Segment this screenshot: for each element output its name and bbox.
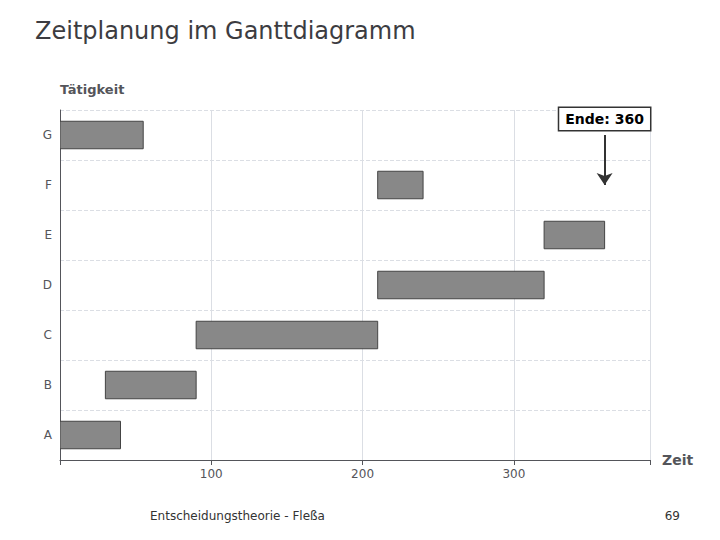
svg-text:100: 100 <box>200 467 223 481</box>
svg-text:G: G <box>43 128 52 142</box>
svg-text:200: 200 <box>351 467 374 481</box>
svg-text:F: F <box>45 178 52 192</box>
svg-text:A: A <box>44 428 53 442</box>
svg-text:Zeit: Zeit <box>662 452 693 468</box>
svg-text:Ende: 360: Ende: 360 <box>565 111 644 127</box>
svg-text:Tätigkeit: Tätigkeit <box>60 82 124 97</box>
svg-text:E: E <box>44 228 52 242</box>
svg-text:Zeitplanung im Ganttdiagramm: Zeitplanung im Ganttdiagramm <box>35 17 416 45</box>
svg-text:300: 300 <box>502 467 525 481</box>
svg-text:D: D <box>43 278 52 292</box>
svg-text:C: C <box>44 328 52 342</box>
svg-text:69: 69 <box>665 509 680 523</box>
svg-text:Entscheidungstheorie - Fleßa: Entscheidungstheorie - Fleßa <box>150 509 325 523</box>
svg-text:B: B <box>44 378 52 392</box>
